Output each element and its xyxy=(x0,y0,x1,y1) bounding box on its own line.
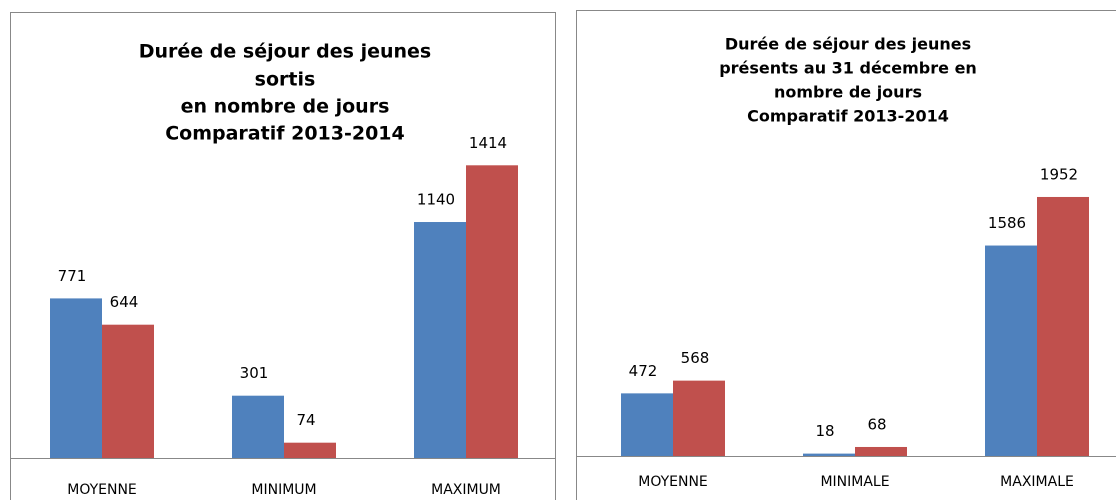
bar xyxy=(414,222,466,458)
x-tick-label: MINIMALE xyxy=(820,474,889,490)
data-label: 1414 xyxy=(469,134,507,152)
x-tick-label: MINIMUM xyxy=(251,482,316,498)
x-tick-label: MAXIMALE xyxy=(1000,474,1074,490)
chart-title: en nombre de jours xyxy=(181,96,390,118)
bar xyxy=(985,245,1037,456)
bar xyxy=(673,380,725,456)
bar xyxy=(466,165,518,458)
bar xyxy=(803,453,855,456)
data-label: 1140 xyxy=(417,191,455,209)
x-tick-label: MOYENNE xyxy=(638,474,708,490)
bar xyxy=(284,442,336,458)
data-label: 644 xyxy=(110,293,139,311)
chart-title: présents au 31 décembre en xyxy=(719,59,977,78)
chart-title: sortis xyxy=(255,69,316,91)
chart-title: Comparatif 2013-2014 xyxy=(165,123,405,145)
bar xyxy=(50,298,102,458)
chart-title: Durée de séjour des jeunes xyxy=(725,35,971,54)
data-label: 74 xyxy=(296,411,315,429)
data-label: 1586 xyxy=(988,214,1026,232)
data-label: 1952 xyxy=(1040,165,1078,183)
bar xyxy=(232,395,284,458)
chart-title: nombre de jours xyxy=(774,83,922,102)
chart-title: Comparatif 2013-2014 xyxy=(747,107,949,126)
chart-title: Durée de séjour des jeunes xyxy=(139,41,432,63)
data-label: 568 xyxy=(681,349,710,367)
x-tick-label: MAXIMUM xyxy=(431,482,501,498)
bar xyxy=(621,393,673,456)
data-label: 472 xyxy=(629,362,658,380)
data-label: 68 xyxy=(867,415,886,433)
bar xyxy=(1037,196,1089,456)
data-label: 301 xyxy=(240,364,269,382)
bar xyxy=(855,446,907,456)
x-tick-label: MOYENNE xyxy=(67,482,137,498)
bar xyxy=(102,324,154,458)
data-label: 771 xyxy=(58,267,87,285)
data-label: 18 xyxy=(815,422,834,440)
